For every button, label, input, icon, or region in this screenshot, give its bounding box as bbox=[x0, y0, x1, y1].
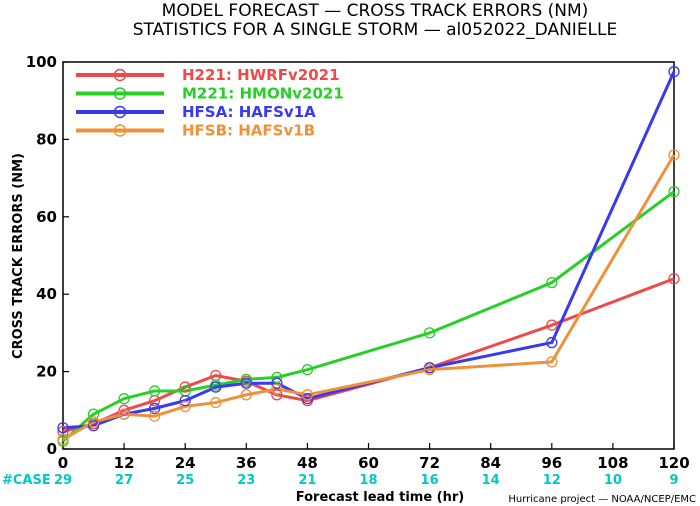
data-point bbox=[271, 377, 283, 389]
x-tick-label: 0 bbox=[58, 454, 68, 472]
data-point bbox=[210, 381, 222, 393]
y-tick-label: 100 bbox=[26, 53, 57, 71]
y-axis: 0 20 40 60 80 100 bbox=[26, 53, 69, 458]
x-tick-label: 84 bbox=[480, 454, 501, 472]
data-point bbox=[301, 393, 314, 405]
x-axis: 0 12 24 36 48 60 72 84 96 108 120 bbox=[58, 443, 690, 472]
legend-label: H221: HWRFv2021 bbox=[182, 66, 340, 84]
data-point bbox=[87, 416, 100, 428]
case-count: 10 bbox=[604, 473, 622, 488]
data-point bbox=[118, 404, 130, 416]
data-point bbox=[240, 373, 252, 385]
y-axis-label: CROSS TRACK ERRORS (NM) bbox=[11, 153, 26, 359]
data-point bbox=[179, 394, 191, 407]
data-point bbox=[210, 396, 222, 409]
data-point bbox=[668, 149, 680, 161]
x-tick-label: 48 bbox=[297, 454, 318, 472]
case-row-label: #CASE bbox=[2, 473, 51, 488]
legend-marker bbox=[113, 124, 127, 137]
data-point bbox=[57, 433, 69, 445]
chart-subtitle: STATISTICS FOR A SINGLE STORM — al052022… bbox=[133, 20, 618, 40]
x-tick-label: 108 bbox=[597, 454, 628, 472]
chart-title: MODEL FORECAST — CROSS TRACK ERRORS (NM) bbox=[162, 1, 589, 21]
data-point bbox=[668, 185, 680, 198]
legend-label: HFSB: HAFSv1B bbox=[182, 122, 315, 140]
data-point bbox=[148, 385, 161, 397]
y-tick-label: 40 bbox=[36, 285, 57, 303]
data-point bbox=[423, 364, 436, 376]
case-count: 16 bbox=[421, 473, 439, 488]
y-tick-label: 60 bbox=[36, 208, 57, 226]
data-point bbox=[179, 381, 191, 393]
data-point bbox=[271, 389, 283, 401]
legend-label: HFSA: HAFSv1A bbox=[182, 103, 316, 121]
case-count: 18 bbox=[359, 473, 377, 488]
data-point bbox=[87, 420, 100, 432]
data-point bbox=[87, 408, 100, 420]
x-tick-label: 24 bbox=[175, 454, 196, 472]
case-count: 27 bbox=[115, 473, 133, 488]
data-point bbox=[148, 402, 161, 415]
case-count: 9 bbox=[669, 473, 678, 488]
data-point bbox=[301, 389, 314, 401]
case-count: 23 bbox=[237, 473, 255, 488]
x-tick-label: 12 bbox=[114, 454, 135, 472]
case-count-row: #CASE 29 27 25 23 21 18 16 14 12 10 9 bbox=[2, 473, 679, 488]
data-point bbox=[546, 276, 558, 289]
y-tick-label: 20 bbox=[36, 363, 57, 381]
data-point bbox=[57, 422, 69, 434]
series-line-1 bbox=[62, 190, 675, 443]
x-tick-label: 96 bbox=[541, 454, 562, 472]
x-tick-label: 60 bbox=[358, 454, 379, 472]
legend-marker bbox=[113, 87, 127, 100]
legend-label: M221: HMONv2021 bbox=[182, 85, 344, 103]
data-point bbox=[148, 410, 161, 422]
x-tick-label: 120 bbox=[658, 454, 689, 472]
data-point bbox=[118, 393, 130, 405]
data-point bbox=[423, 327, 436, 339]
series-line-2 bbox=[62, 71, 676, 430]
data-point bbox=[668, 273, 680, 285]
data-point bbox=[301, 364, 314, 376]
legend-marker bbox=[113, 105, 127, 119]
data-point bbox=[118, 408, 130, 420]
y-tick-label: 0 bbox=[47, 440, 57, 458]
series-layer bbox=[57, 66, 680, 447]
case-count: 29 bbox=[54, 473, 72, 488]
case-count: 14 bbox=[482, 473, 500, 488]
data-point bbox=[179, 400, 191, 413]
legend-marker bbox=[113, 68, 127, 82]
case-count: 25 bbox=[176, 473, 194, 488]
case-count: 12 bbox=[543, 473, 561, 488]
x-tick-label: 72 bbox=[419, 454, 440, 472]
data-point bbox=[546, 356, 558, 368]
x-axis-label: Forecast lead time (hr) bbox=[296, 490, 464, 505]
footer-credit: Hurricane project — NOAA/NCEP/EMC bbox=[508, 494, 696, 505]
y-tick-label: 80 bbox=[36, 130, 57, 148]
x-tick-label: 36 bbox=[236, 454, 257, 472]
case-count: 21 bbox=[298, 473, 316, 488]
data-point bbox=[546, 319, 558, 331]
data-point bbox=[271, 371, 283, 384]
data-point bbox=[240, 389, 252, 401]
data-point bbox=[668, 66, 680, 78]
series-line-3 bbox=[62, 154, 676, 441]
data-point bbox=[546, 336, 558, 349]
data-point bbox=[240, 377, 252, 389]
data-point bbox=[271, 383, 283, 395]
